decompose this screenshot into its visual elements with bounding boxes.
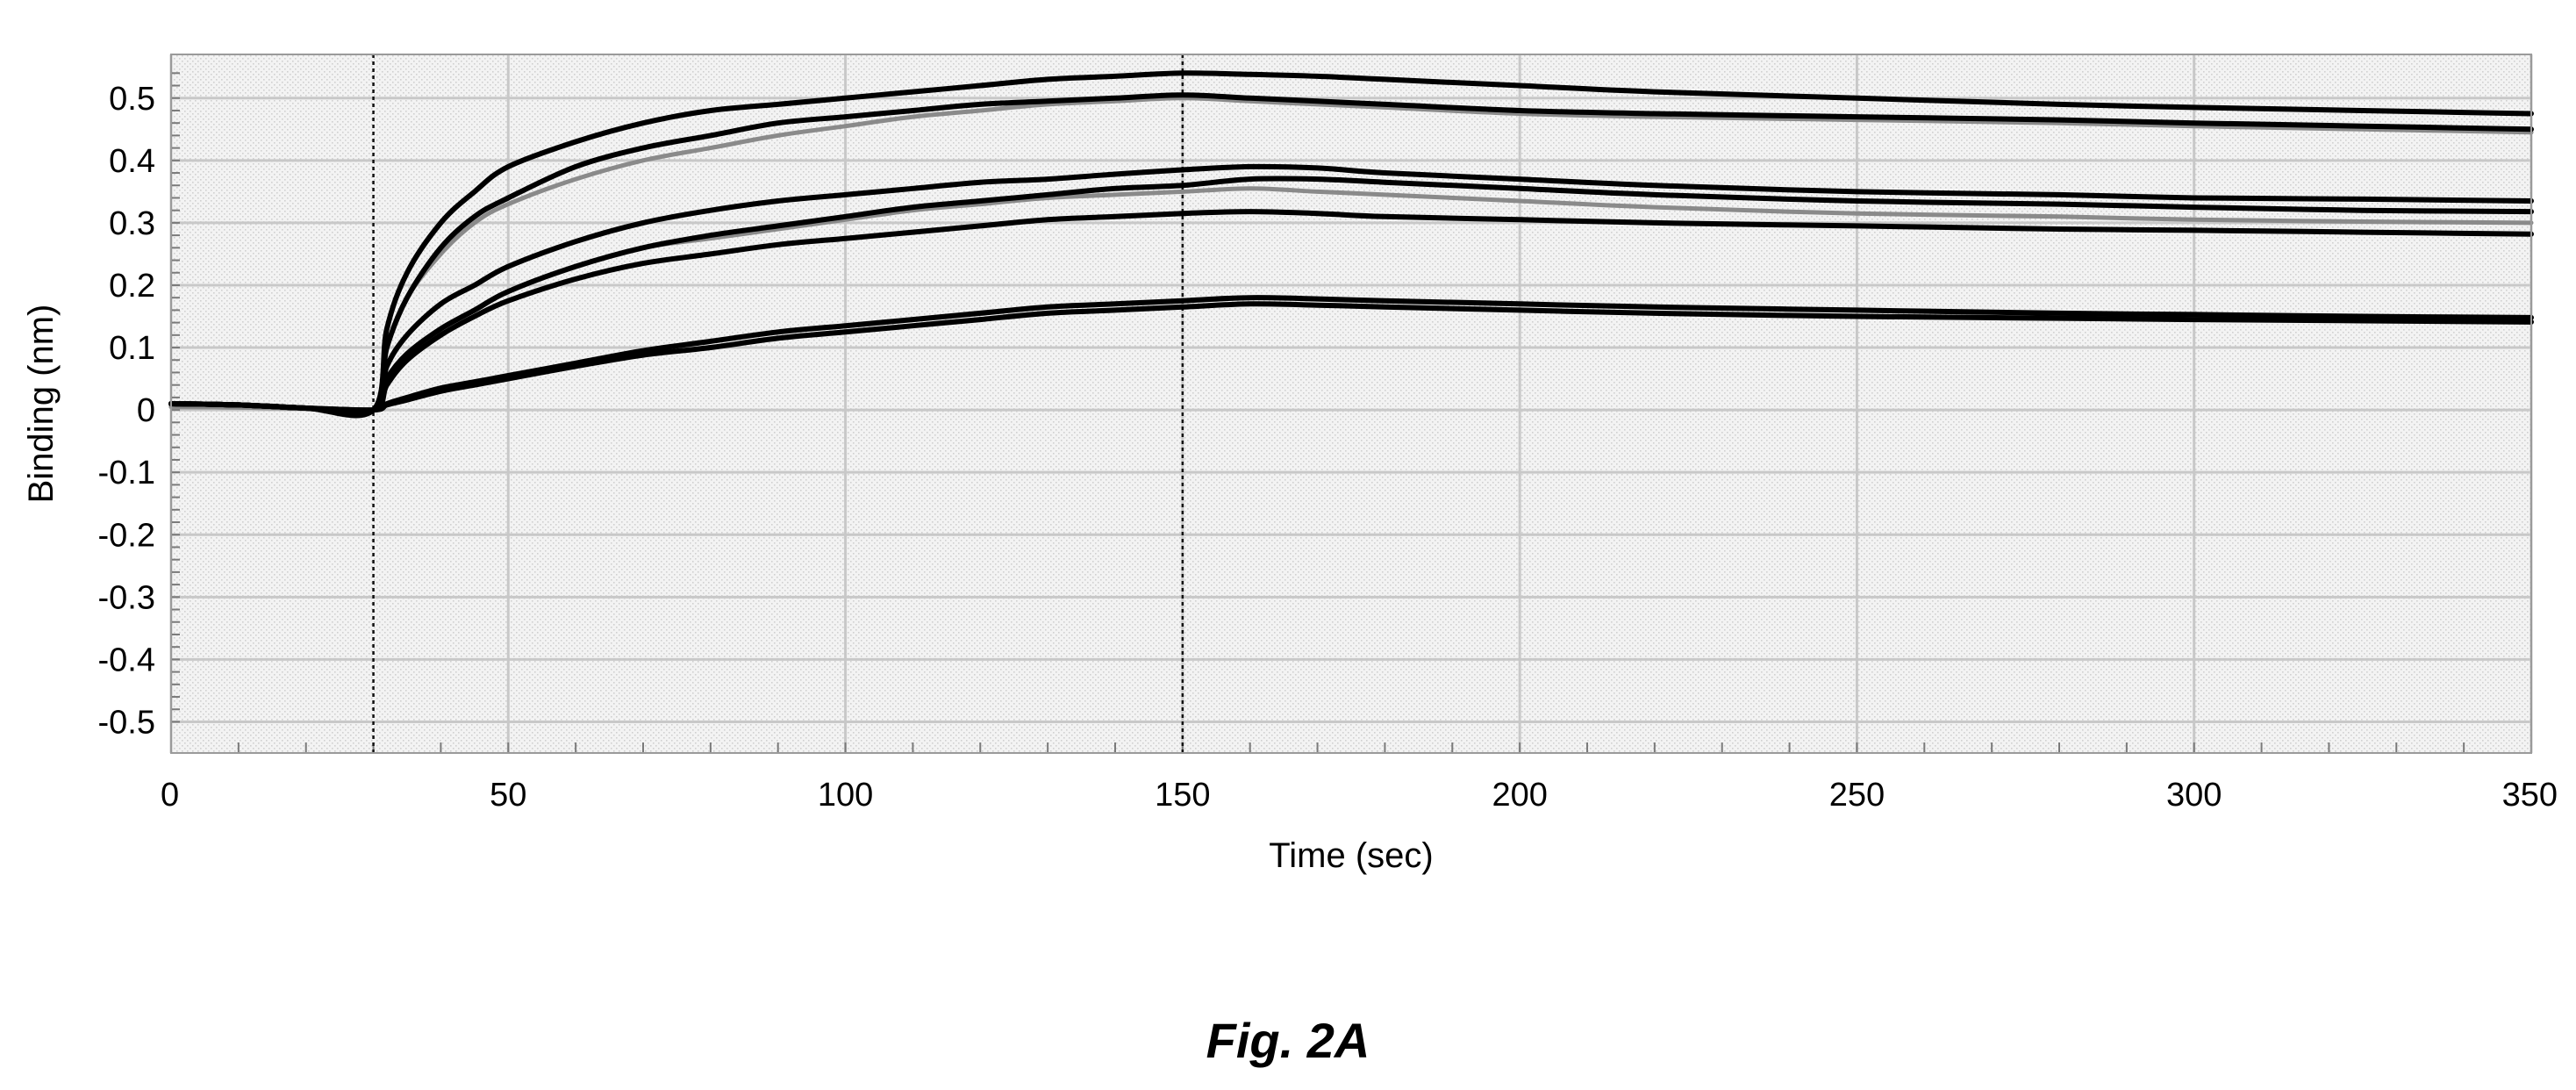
data-trace <box>168 92 2534 417</box>
data-trace <box>168 295 2534 413</box>
x-tick-label: 200 <box>1492 777 1547 814</box>
x-tick-label: 250 <box>1829 777 1885 814</box>
y-tick-label: 0.2 <box>109 268 155 305</box>
x-tick-label: 0 <box>161 777 179 814</box>
x-axis-tick-labels: 0 50 100 150 200 250 300 350 <box>161 777 2558 814</box>
y-tick-label: -0.1 <box>98 455 155 491</box>
y-axis-label: Binding (nm) <box>22 305 61 504</box>
x-tick-label: 100 <box>818 777 873 814</box>
y-tick-label: 0.5 <box>109 81 155 118</box>
plot-frame <box>170 54 2532 754</box>
sensorgram-traces <box>168 70 2534 419</box>
y-tick-label: -0.2 <box>98 517 155 554</box>
y-tick-label: 0 <box>137 392 155 429</box>
x-tick-label: 50 <box>490 777 526 814</box>
x-tick-label: 300 <box>2166 777 2222 814</box>
data-trace <box>168 176 2534 415</box>
y-tick-label: 0.4 <box>109 143 155 180</box>
data-trace <box>168 209 2534 414</box>
x-tick-label: 150 <box>1155 777 1210 814</box>
y-tick-label: -0.4 <box>98 642 155 678</box>
data-trace <box>168 301 2534 413</box>
data-trace <box>168 70 2534 419</box>
figure-caption: Fig. 2A <box>1206 1013 1370 1068</box>
y-tick-label: -0.3 <box>98 579 155 616</box>
x-tick-label: 350 <box>2502 777 2558 814</box>
data-trace <box>168 163 2534 416</box>
x-axis-label: Time (sec) <box>1269 836 1433 875</box>
y-axis-tick-labels: 0.5 0.4 0.3 0.2 0.1 0 -0.1 -0.2 -0.3 -0.4 -0.5 <box>98 81 155 742</box>
grid-lines <box>169 54 2533 753</box>
y-tick-label: 0.3 <box>109 205 155 242</box>
y-tick-label: 0.1 <box>109 330 155 367</box>
y-tick-label: -0.5 <box>98 704 155 741</box>
